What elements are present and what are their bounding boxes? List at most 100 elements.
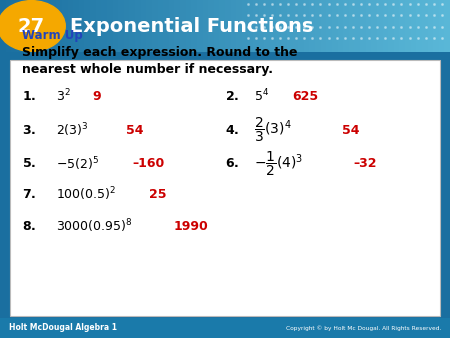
Text: Warm Up: Warm Up — [22, 29, 83, 42]
Text: Holt McDougal Algebra 1: Holt McDougal Algebra 1 — [9, 323, 117, 333]
Text: Exponential Functions: Exponential Functions — [70, 17, 313, 35]
Bar — [112, 0, 119, 52]
Bar — [338, 0, 344, 52]
Bar — [365, 0, 372, 52]
Bar — [230, 0, 237, 52]
Text: 54: 54 — [126, 124, 144, 137]
Text: $\mathbf{2.}$: $\mathbf{2.}$ — [225, 90, 239, 103]
Text: $\mathbf{8.}$: $\mathbf{8.}$ — [22, 220, 37, 233]
Bar — [270, 0, 276, 52]
Bar — [197, 0, 203, 52]
Circle shape — [0, 1, 65, 51]
Bar — [73, 0, 79, 52]
Bar — [107, 0, 113, 52]
Bar — [410, 0, 417, 52]
Text: $-\dfrac{1}{2}(4)^3$: $-\dfrac{1}{2}(4)^3$ — [254, 150, 304, 178]
Bar — [225, 0, 231, 52]
Bar — [355, 0, 360, 52]
Bar — [416, 0, 422, 52]
Bar — [382, 0, 388, 52]
Bar — [349, 0, 355, 52]
Bar — [34, 0, 40, 52]
Bar — [90, 0, 96, 52]
Text: $100(0.5)^2$: $100(0.5)^2$ — [56, 186, 117, 203]
Bar — [220, 0, 225, 52]
Text: $3^2$: $3^2$ — [56, 88, 71, 105]
Bar — [158, 0, 164, 52]
Bar — [304, 0, 310, 52]
Bar — [169, 0, 175, 52]
Bar — [343, 0, 349, 52]
Bar — [101, 0, 108, 52]
Text: Copyright © by Holt Mc Dougal. All Rights Reserved.: Copyright © by Holt Mc Dougal. All Right… — [286, 325, 441, 331]
Bar — [428, 0, 434, 52]
Text: $\dfrac{2}{3}(3)^4$: $\dfrac{2}{3}(3)^4$ — [254, 116, 292, 144]
Bar — [259, 0, 265, 52]
Bar — [50, 0, 57, 52]
Bar — [320, 0, 327, 52]
Bar — [180, 0, 186, 52]
Bar — [422, 0, 428, 52]
Bar — [253, 0, 259, 52]
Bar — [10, 60, 440, 316]
Text: –32: –32 — [353, 158, 377, 170]
Bar — [377, 0, 383, 52]
Bar — [0, 318, 450, 338]
Bar — [332, 0, 338, 52]
Bar — [275, 0, 282, 52]
Bar — [292, 0, 299, 52]
Bar — [85, 0, 90, 52]
Bar — [163, 0, 169, 52]
Bar — [146, 0, 152, 52]
Bar — [0, 0, 6, 52]
Text: 27: 27 — [18, 17, 45, 35]
Text: $\mathbf{3.}$: $\mathbf{3.}$ — [22, 124, 37, 137]
Text: –160: –160 — [133, 158, 165, 170]
Bar — [124, 0, 130, 52]
Bar — [315, 0, 321, 52]
Bar — [360, 0, 366, 52]
Bar — [45, 0, 51, 52]
Bar — [17, 0, 23, 52]
Bar — [439, 0, 445, 52]
Bar — [62, 0, 68, 52]
Text: Simplify each expression. Round to the: Simplify each expression. Round to the — [22, 46, 298, 59]
Text: $3000(0.95)^8$: $3000(0.95)^8$ — [56, 218, 133, 235]
Bar — [388, 0, 394, 52]
Bar — [281, 0, 287, 52]
Bar — [433, 0, 439, 52]
Bar — [242, 0, 248, 52]
Bar — [5, 0, 12, 52]
Text: 9: 9 — [92, 90, 101, 103]
Bar — [152, 0, 158, 52]
Bar — [11, 0, 18, 52]
Bar — [405, 0, 411, 52]
Text: $-5(2)^5$: $-5(2)^5$ — [56, 155, 99, 173]
Bar — [326, 0, 332, 52]
Bar — [79, 0, 85, 52]
Text: $\mathbf{7.}$: $\mathbf{7.}$ — [22, 188, 37, 201]
Bar — [135, 0, 141, 52]
Text: $\mathbf{4.}$: $\mathbf{4.}$ — [225, 124, 239, 137]
Bar — [56, 0, 62, 52]
Bar — [400, 0, 405, 52]
Bar — [22, 0, 29, 52]
Bar — [287, 0, 293, 52]
Bar — [208, 0, 214, 52]
Text: 625: 625 — [292, 90, 319, 103]
Bar — [28, 0, 34, 52]
Bar — [95, 0, 102, 52]
Text: 54: 54 — [342, 124, 360, 137]
Bar — [298, 0, 304, 52]
Bar — [175, 0, 180, 52]
Bar — [202, 0, 209, 52]
Bar — [214, 0, 220, 52]
Bar — [265, 0, 270, 52]
Text: 1990: 1990 — [173, 220, 208, 233]
Text: nearest whole number if necessary.: nearest whole number if necessary. — [22, 63, 274, 76]
Bar — [68, 0, 74, 52]
Bar — [130, 0, 135, 52]
Bar — [394, 0, 400, 52]
Bar — [310, 0, 315, 52]
Text: 25: 25 — [148, 188, 166, 201]
